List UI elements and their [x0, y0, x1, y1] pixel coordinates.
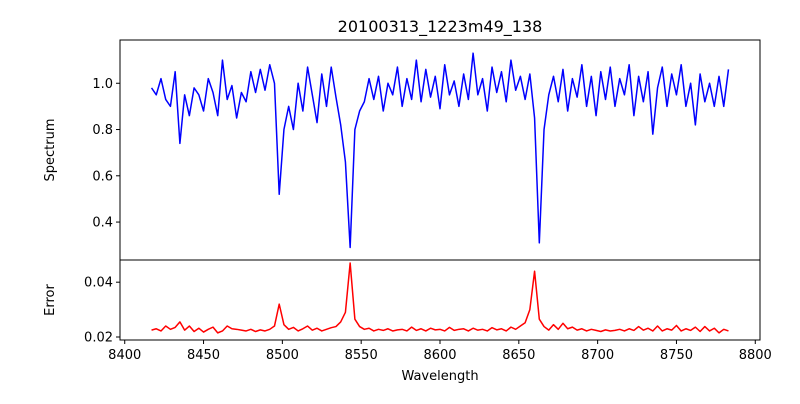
x-tick-label: 8800 [739, 348, 772, 363]
x-tick-label: 8450 [187, 348, 220, 363]
y-axis-label-error: Error [43, 284, 58, 316]
y-tick-label: 0.04 [84, 276, 113, 291]
axes-frame [119, 259, 761, 341]
y-tick-label: 0.4 [92, 216, 113, 231]
x-tick-label: 8750 [660, 348, 693, 363]
spectrum-series-line [150, 52, 730, 249]
y-tick-label: 0.8 [92, 123, 113, 138]
y-tick-label: 0.6 [92, 169, 113, 184]
y-tick-label: 1.0 [92, 77, 113, 92]
x-tick-label: 8500 [266, 348, 299, 363]
x-tick-label: 8650 [502, 348, 535, 363]
chart-title: 20100313_1223m49_138 [338, 17, 543, 37]
error-axes: 0.02 0.04 8400 8450 8500 8550 8600 8650 8700 8750… [84, 259, 772, 363]
spectrum-axes: 0.4 0.6 0.8 1.0 [92, 39, 761, 261]
x-tick-label: 8400 [108, 348, 141, 363]
x-tick-label: 8550 [345, 348, 378, 363]
x-tick-label: 8700 [581, 348, 614, 363]
y-tick-label: 0.02 [84, 330, 113, 345]
x-tick-label: 8600 [423, 348, 456, 363]
error-series-line [151, 262, 729, 334]
x-axis-label: Wavelength [401, 369, 478, 384]
y-axis-label-spectrum: Spectrum [43, 119, 58, 182]
axes-frame [119, 39, 761, 261]
